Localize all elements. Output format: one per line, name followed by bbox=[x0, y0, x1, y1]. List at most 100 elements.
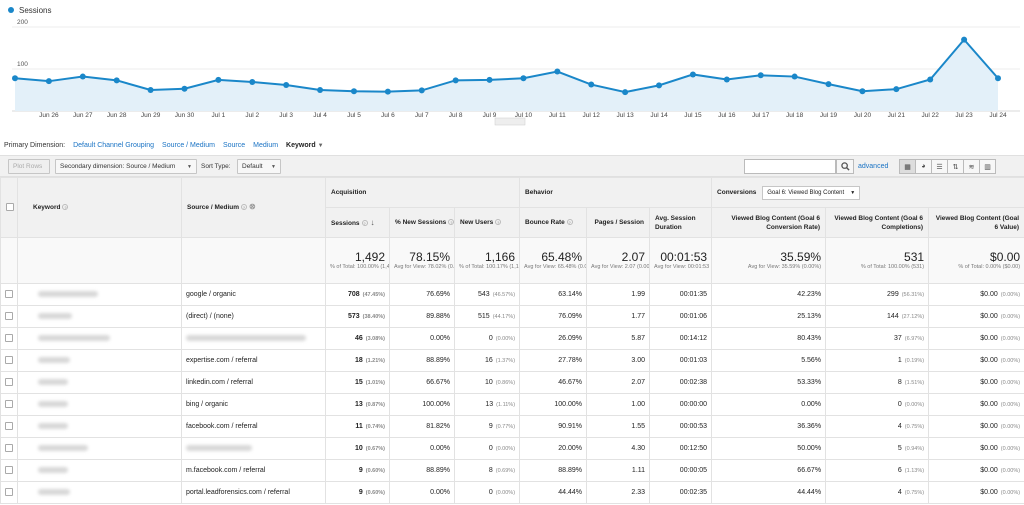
help-icon[interactable]: ? bbox=[361, 220, 368, 227]
table-row[interactable]: 10 (0.67%) 0.00% 0 (0.00%) 20.00% 4.30 00:12:50… bbox=[0, 437, 1024, 460]
new-users-header[interactable]: New Users? bbox=[453, 207, 521, 238]
data-point[interactable] bbox=[723, 76, 730, 83]
select-all-checkbox[interactable] bbox=[6, 202, 14, 211]
bounce-rate-header[interactable]: Bounce Rate? bbox=[519, 207, 588, 238]
chart-resize-handle[interactable] bbox=[494, 117, 526, 126]
row-checkbox[interactable] bbox=[5, 465, 13, 474]
data-point[interactable] bbox=[825, 81, 832, 88]
dimension-source-medium[interactable]: Source / Medium bbox=[162, 141, 215, 149]
data-point[interactable] bbox=[689, 71, 696, 78]
keyword-cell[interactable] bbox=[17, 349, 182, 372]
source-medium-cell[interactable]: google / organic bbox=[181, 283, 326, 306]
source-medium-cell[interactable] bbox=[181, 327, 326, 350]
advanced-filter-link[interactable]: advanced bbox=[858, 163, 889, 170]
keyword-cell[interactable] bbox=[17, 459, 182, 482]
data-point[interactable] bbox=[961, 36, 968, 43]
data-point[interactable] bbox=[791, 73, 798, 80]
table-row[interactable]: 46 (3.08%) 0.00% 0 (0.00%) 26.09% 5.87 00:14:12… bbox=[0, 327, 1024, 350]
keyword-cell[interactable] bbox=[17, 415, 182, 438]
data-point[interactable] bbox=[656, 82, 663, 89]
row-checkbox[interactable] bbox=[5, 487, 13, 496]
data-point[interactable] bbox=[147, 87, 154, 93]
source-medium-cell[interactable]: bing / organic bbox=[181, 393, 326, 416]
source-medium-cell[interactable]: m.facebook.com / referral bbox=[181, 459, 326, 482]
pivot-view-icon[interactable]: ▥ bbox=[979, 159, 996, 174]
table-row[interactable]: expertise.com / referral 18 (1.21%) 88.89% 1… bbox=[0, 349, 1024, 372]
sort-type-select[interactable]: Default ▼ bbox=[237, 159, 281, 174]
keyword-header[interactable]: Keyword? bbox=[17, 177, 182, 238]
data-point[interactable] bbox=[995, 75, 1001, 82]
dimension-keyword[interactable]: Keyword ▼ bbox=[286, 142, 324, 149]
term-cloud-view-icon[interactable]: ≋ bbox=[963, 159, 980, 174]
row-checkbox[interactable] bbox=[5, 421, 13, 430]
conversion-rate-header[interactable]: Viewed Blog Content (Goal 6 Conversion R… bbox=[711, 207, 827, 238]
keyword-cell[interactable] bbox=[17, 393, 182, 416]
keyword-cell[interactable] bbox=[17, 437, 182, 460]
data-point[interactable] bbox=[452, 77, 459, 84]
performance-view-icon[interactable]: ☰ bbox=[931, 159, 948, 174]
remove-dimension-icon[interactable]: ⊗ bbox=[249, 202, 256, 212]
table-row[interactable]: google / organic 708 (47.45%) 76.69% 543 (46.… bbox=[0, 283, 1024, 306]
row-checkbox[interactable] bbox=[5, 311, 13, 320]
keyword-cell[interactable] bbox=[17, 305, 182, 328]
help-icon[interactable]: ? bbox=[62, 204, 69, 211]
avg-duration-header[interactable]: Avg. Session Duration bbox=[649, 207, 713, 238]
source-medium-cell[interactable]: facebook.com / referral bbox=[181, 415, 326, 438]
table-search-input[interactable] bbox=[744, 159, 836, 174]
data-point[interactable] bbox=[520, 75, 527, 82]
row-checkbox[interactable] bbox=[5, 377, 13, 386]
data-point[interactable] bbox=[350, 88, 357, 95]
data-point[interactable] bbox=[554, 68, 561, 75]
secondary-dimension-select[interactable]: Secondary dimension: Source / Medium ▼ bbox=[55, 159, 197, 174]
table-view-icon[interactable]: ▦ bbox=[899, 159, 916, 174]
data-point[interactable] bbox=[588, 81, 595, 88]
data-point[interactable] bbox=[418, 87, 425, 94]
data-point[interactable] bbox=[113, 77, 120, 84]
pie-view-icon[interactable]: ◕ bbox=[915, 159, 932, 174]
data-point[interactable] bbox=[384, 88, 391, 95]
keyword-cell[interactable] bbox=[17, 283, 182, 306]
plot-rows-button[interactable]: Plot Rows bbox=[8, 159, 50, 174]
row-checkbox[interactable] bbox=[5, 355, 13, 364]
data-point[interactable] bbox=[12, 75, 18, 82]
table-row[interactable]: portal.leadforensics.com / referral 9 (0.6… bbox=[0, 481, 1024, 504]
help-icon[interactable]: ? bbox=[448, 219, 454, 226]
sessions-header[interactable]: Sessions? ↓ bbox=[325, 207, 390, 238]
row-checkbox[interactable] bbox=[5, 443, 13, 452]
data-point[interactable] bbox=[181, 85, 188, 92]
row-checkbox[interactable] bbox=[5, 399, 13, 408]
help-icon[interactable]: ? bbox=[566, 219, 573, 226]
dimension-source[interactable]: Source bbox=[222, 141, 246, 149]
source-medium-cell[interactable]: expertise.com / referral bbox=[181, 349, 326, 372]
data-point[interactable] bbox=[79, 73, 86, 80]
goal-value-header[interactable]: Viewed Blog Content (Goal 6 Value) bbox=[928, 207, 1024, 238]
pages-session-header[interactable]: Pages / Session bbox=[586, 207, 651, 238]
data-point[interactable] bbox=[859, 88, 866, 95]
data-point[interactable] bbox=[486, 76, 493, 83]
goal-select[interactable]: Goal 6: Viewed Blog Content ▼ bbox=[762, 185, 861, 200]
data-point[interactable] bbox=[283, 81, 290, 88]
data-point[interactable] bbox=[215, 76, 222, 83]
source-medium-cell[interactable]: linkedin.com / referral bbox=[181, 371, 326, 394]
data-point[interactable] bbox=[622, 89, 629, 96]
dimension-medium[interactable]: Medium bbox=[253, 141, 279, 149]
source-medium-header[interactable]: Source / Medium? ⊗ bbox=[181, 177, 326, 238]
data-point[interactable] bbox=[249, 79, 256, 86]
table-row[interactable]: bing / organic 13 (0.87%) 100.00% 13 (1.11%) 1… bbox=[0, 393, 1024, 416]
data-point[interactable] bbox=[317, 87, 324, 93]
completions-header[interactable]: Viewed Blog Content (Goal 6 Completions) bbox=[825, 207, 930, 238]
data-point[interactable] bbox=[757, 72, 764, 79]
source-medium-cell[interactable]: (direct) / (none) bbox=[181, 305, 326, 328]
table-row[interactable]: linkedin.com / referral 15 (1.01%) 66.67% 10… bbox=[0, 371, 1024, 394]
help-icon[interactable]: ? bbox=[495, 219, 502, 226]
source-medium-cell[interactable] bbox=[181, 437, 326, 460]
data-point[interactable] bbox=[893, 86, 900, 93]
row-checkbox[interactable] bbox=[5, 289, 13, 298]
search-button[interactable] bbox=[836, 159, 854, 174]
keyword-cell[interactable] bbox=[17, 327, 182, 350]
keyword-cell[interactable] bbox=[17, 371, 182, 394]
source-medium-cell[interactable]: portal.leadforensics.com / referral bbox=[181, 481, 326, 504]
table-row[interactable]: facebook.com / referral 11 (0.74%) 81.82% 9(… bbox=[0, 415, 1024, 438]
data-point[interactable] bbox=[927, 76, 934, 83]
table-row[interactable]: m.facebook.com / referral 9 (0.60%) 88.89% 8… bbox=[0, 459, 1024, 482]
